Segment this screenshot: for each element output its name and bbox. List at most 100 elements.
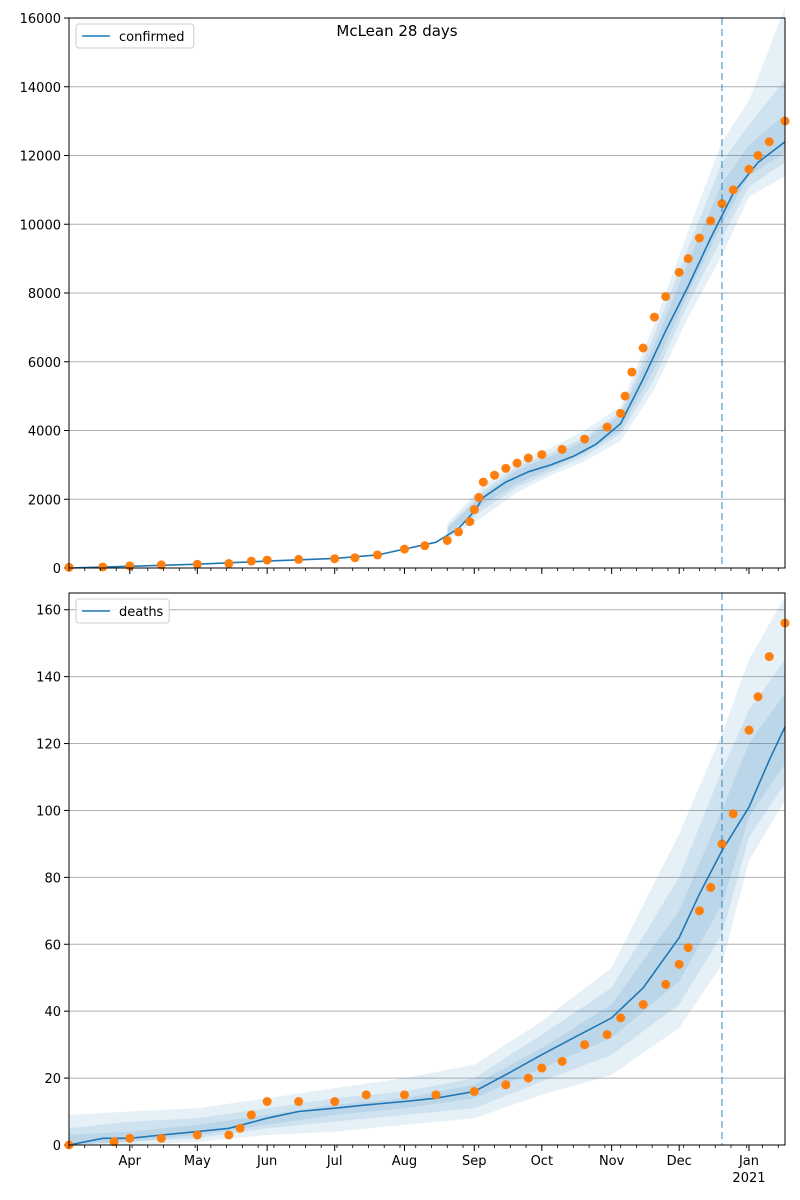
observed-point <box>465 517 475 527</box>
observed-point <box>262 555 272 565</box>
observed-point <box>192 559 202 569</box>
observed-point <box>683 943 693 953</box>
deaths-line <box>68 726 786 1146</box>
observed-point <box>557 1056 567 1066</box>
y-tick-label: 120 <box>36 738 61 753</box>
observed-point <box>744 725 754 735</box>
observed-point <box>717 839 727 849</box>
x-tick-label: Jul <box>326 1154 343 1169</box>
observed-point <box>109 1137 119 1147</box>
y-tick-label: 2000 <box>28 493 61 508</box>
observed-point <box>620 391 630 401</box>
y-tick-label: 0 <box>53 1139 61 1154</box>
y-tick-label: 4000 <box>28 425 61 440</box>
observed-point <box>490 470 500 480</box>
x-tick-label: May <box>184 1154 211 1169</box>
observed-point <box>469 505 479 515</box>
uncertainty-band <box>447 79 785 538</box>
y-tick-label: 6000 <box>28 356 61 371</box>
x-tick-label: Dec <box>667 1154 692 1169</box>
observed-point <box>361 1090 371 1100</box>
observed-point <box>246 1110 256 1120</box>
observed-point <box>478 477 488 487</box>
uncertainty-band <box>69 596 785 1145</box>
observed-point <box>764 137 774 147</box>
legend-box <box>75 598 170 624</box>
observed-point <box>98 562 108 572</box>
y-tick-label: 40 <box>44 1005 61 1020</box>
observed-point <box>523 1073 533 1083</box>
observed-point <box>602 1030 612 1040</box>
observed-point <box>512 458 522 468</box>
x-tick-label: Jun <box>256 1154 277 1169</box>
y-tick-label: 60 <box>44 938 61 953</box>
observed-point <box>192 1130 202 1140</box>
observed-point <box>330 554 340 564</box>
observed-point <box>717 199 727 209</box>
observed-point <box>580 1040 590 1050</box>
observed-point <box>156 560 166 570</box>
uncertainty-band <box>447 114 785 536</box>
observed-point <box>294 1097 304 1107</box>
y-tick-label: 100 <box>36 804 61 819</box>
observed-point <box>474 493 484 503</box>
observed-point <box>706 882 716 892</box>
confirmed-panel: 0 2000 4000 6000 8000 10000 12000 14000 16000 con… <box>20 7 790 577</box>
y-tick-label: 12000 <box>20 150 61 165</box>
observed-point <box>330 1097 340 1107</box>
observed-point <box>694 233 704 243</box>
legend-label: deaths <box>119 605 164 620</box>
legend-box <box>75 23 195 49</box>
x-tick-label: Sep <box>462 1154 487 1169</box>
observed-point <box>246 556 256 566</box>
observed-point <box>125 1133 135 1143</box>
y-tick-label: 20 <box>44 1072 61 1087</box>
observed-point <box>683 254 693 264</box>
observed-point <box>294 554 304 564</box>
legend-label: confirmed <box>119 30 185 45</box>
observed-point <box>399 544 409 554</box>
observed-point <box>469 1086 479 1096</box>
observed-point <box>224 1130 234 1140</box>
y-tick-label: 0 <box>53 562 61 577</box>
observed-point <box>156 1133 166 1143</box>
observed-point <box>706 216 716 226</box>
uncertainty-band <box>69 659 785 1145</box>
observed-point <box>235 1123 245 1133</box>
observed-point <box>372 550 382 560</box>
uncertainty-band <box>447 7 785 541</box>
observed-point <box>744 164 754 174</box>
observed-point <box>557 444 567 454</box>
plot-frame <box>68 592 786 1146</box>
observed-point <box>674 959 684 969</box>
x-tick-label: Aug <box>392 1154 417 1169</box>
observed-point <box>638 999 648 1009</box>
observed-point <box>580 434 590 444</box>
observed-point <box>501 463 511 473</box>
y-tick-label: 8000 <box>28 287 61 302</box>
observed-point <box>753 692 763 702</box>
observed-point <box>602 422 612 432</box>
y-tick-label: 16000 <box>20 12 61 27</box>
x-tick-label: Oct <box>531 1154 553 1169</box>
x-tick-sublabel: 2021 <box>732 1171 765 1186</box>
observed-point <box>616 1013 626 1023</box>
y-tick-label: 160 <box>36 604 61 619</box>
observed-point <box>728 185 738 195</box>
y-tick-label: 80 <box>44 871 61 886</box>
observed-point <box>537 450 547 460</box>
observed-point <box>454 527 464 537</box>
confirmed-line <box>68 141 786 569</box>
observed-point <box>674 267 684 277</box>
x-tick-label: Jan <box>738 1154 759 1169</box>
y-tick-label: 10000 <box>20 218 61 233</box>
observed-point <box>627 367 637 377</box>
observed-point <box>431 1090 441 1100</box>
observed-point <box>523 453 533 463</box>
plot-frame <box>68 17 786 569</box>
chart-title: McLean 28 days <box>336 22 457 40</box>
y-tick-label: 14000 <box>20 81 61 96</box>
x-tick-label: Apr <box>119 1154 142 1169</box>
observed-point <box>728 809 738 819</box>
